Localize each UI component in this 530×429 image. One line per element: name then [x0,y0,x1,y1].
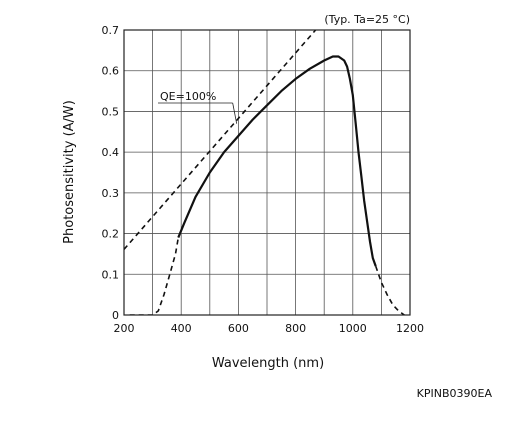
x-tick-label: 400 [171,322,192,335]
x-tick-label: 600 [228,322,249,335]
y-tick-label: 0.1 [102,268,120,281]
x-tick-label: 200 [114,322,135,335]
y-tick-label: 0 [112,309,119,322]
qe-label-leader-tail [232,102,238,124]
tick-labels: 200 400 600 800 1000 1200 0 0.1 0.2 0.3 0.4 0.5 0.6 0… [102,24,425,335]
x-tick-label: 1200 [396,322,424,335]
x-tick-label: 1000 [339,322,367,335]
x-tick-label: 800 [285,322,306,335]
qe-label: QE=100% [160,90,216,103]
y-tick-label: 0.3 [102,187,120,200]
series-dashed-line-2 [374,265,405,315]
y-tick-label: 0.5 [102,105,120,118]
series-group [124,30,405,315]
plot-frame [123,29,411,316]
grid [124,30,410,315]
x-axis-title: Wavelength (nm) [212,356,324,371]
y-tick-label: 0.2 [102,228,120,241]
condition-note: (Typ. Ta=25 °C) [324,13,410,26]
y-tick-label: 0.4 [102,146,120,159]
figure-code: KPINB0390EA [417,387,493,400]
y-tick-label: 0.7 [102,24,120,37]
series-solid-line-0 [177,55,377,267]
y-tick-label: 0.6 [102,65,120,78]
series-dashed-line-3 [124,30,317,250]
y-axis-title: Photosensitivity (A/W) [62,100,77,244]
series-dashed-line-1 [129,237,180,315]
